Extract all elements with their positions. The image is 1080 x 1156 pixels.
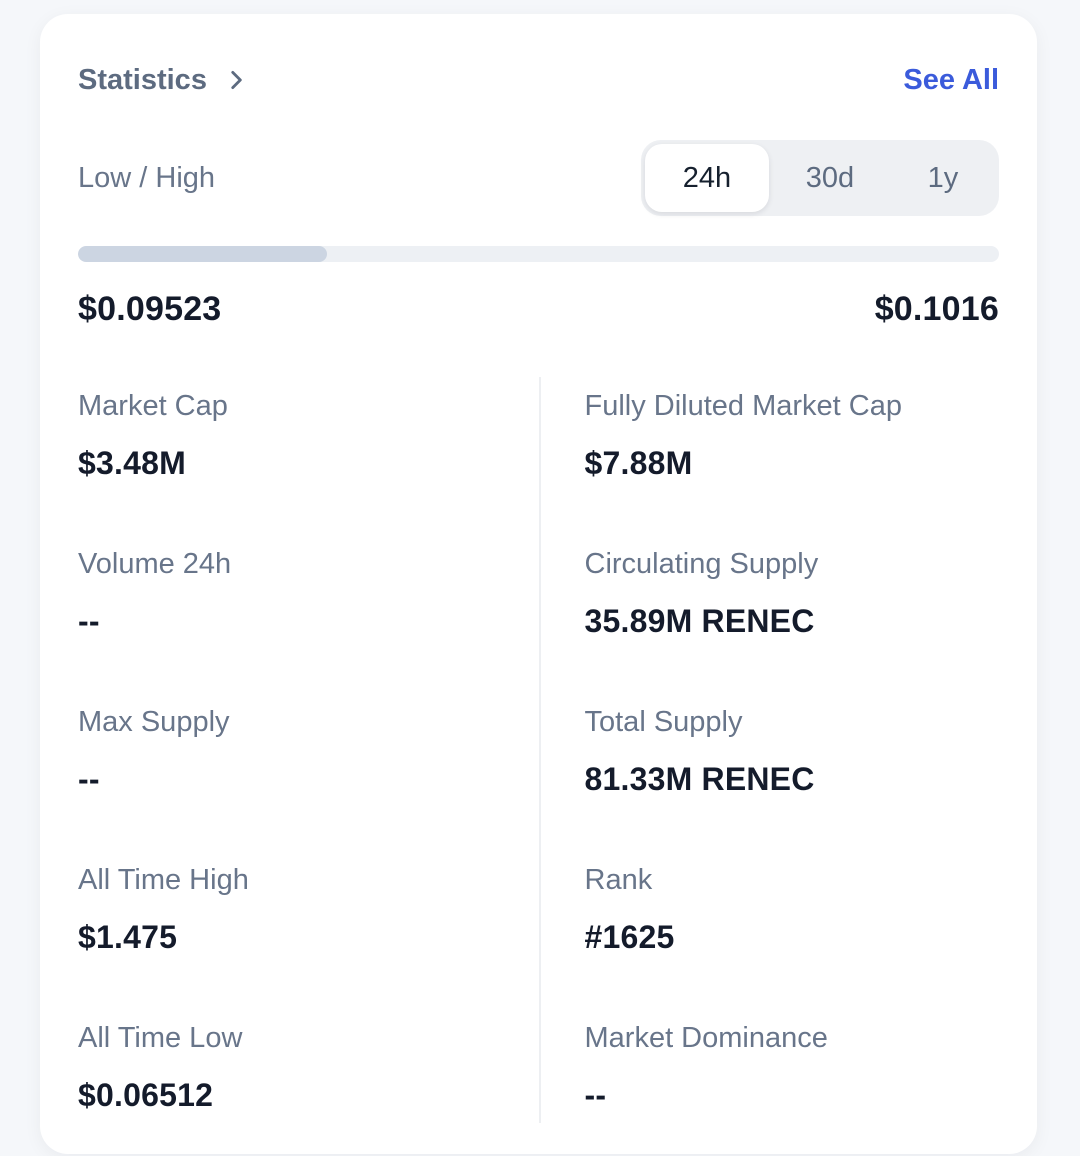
stat-fully-diluted-market-cap: Fully Diluted Market Cap $7.88M — [539, 389, 1000, 481]
stat-label: Market Cap — [78, 390, 228, 422]
low-high-progress-track — [78, 246, 999, 262]
time-range-tabs: 24h 30d 1y — [641, 140, 999, 216]
low-high-values: $0.09523 $0.1016 — [78, 290, 999, 329]
stat-value: -- — [584, 1077, 607, 1113]
stat-label: All Time Low — [78, 1022, 243, 1054]
stat-label: Max Supply — [78, 706, 230, 738]
stat-value: $3.48M — [78, 445, 186, 481]
stat-value: $7.88M — [584, 445, 693, 481]
high-value: $0.1016 — [874, 290, 999, 328]
stat-all-time-low: All Time Low $0.06512 — [78, 1021, 539, 1113]
stat-value: -- — [78, 761, 100, 797]
stat-label: Fully Diluted Market Cap — [584, 390, 903, 422]
tab-24h[interactable]: 24h — [645, 144, 769, 212]
low-high-label: Low / High — [78, 161, 216, 194]
stat-value: 81.33M RENEC — [584, 761, 815, 797]
stat-total-supply: Total Supply 81.33M RENEC — [539, 705, 1000, 797]
stat-label: Market Dominance — [584, 1022, 828, 1054]
stats-grid: Market Cap $3.48M Fully Diluted Market C… — [78, 377, 1000, 1123]
statistics-card: Statistics See All Low / High 24h 30d 1y… — [40, 14, 1037, 1154]
stat-label: Rank — [584, 864, 653, 896]
stat-label: Circulating Supply — [584, 548, 819, 580]
column-divider — [538, 377, 541, 1123]
low-high-progress-fill — [78, 246, 327, 262]
statistics-header-link[interactable]: Statistics — [78, 64, 249, 97]
stat-value: $0.06512 — [78, 1077, 214, 1113]
stat-circulating-supply: Circulating Supply 35.89M RENEC — [539, 547, 1000, 639]
stat-value: -- — [78, 603, 100, 639]
stat-market-dominance: Market Dominance -- — [539, 1021, 1000, 1113]
stat-rank: Rank #1625 — [539, 863, 1000, 955]
stat-value: #1625 — [584, 919, 675, 955]
stat-volume-24h: Volume 24h -- — [78, 547, 539, 639]
card-title: Statistics — [78, 63, 207, 96]
stat-label: Volume 24h — [78, 548, 232, 580]
stat-value: 35.89M RENEC — [584, 603, 815, 639]
stat-label: All Time High — [78, 864, 249, 896]
see-all-link[interactable]: See All — [903, 63, 999, 96]
chevron-right-icon — [223, 67, 249, 93]
stat-value: $1.475 — [78, 919, 178, 955]
stat-market-cap: Market Cap $3.48M — [78, 389, 539, 481]
low-value: $0.09523 — [78, 290, 222, 328]
tab-1y[interactable]: 1y — [891, 144, 995, 212]
stat-max-supply: Max Supply -- — [78, 705, 539, 797]
range-controls: Low / High 24h 30d 1y — [78, 140, 999, 216]
stat-all-time-high: All Time High $1.475 — [78, 863, 539, 955]
card-header: Statistics See All — [78, 62, 999, 98]
stat-label: Total Supply — [584, 706, 743, 738]
tab-30d[interactable]: 30d — [769, 144, 891, 212]
